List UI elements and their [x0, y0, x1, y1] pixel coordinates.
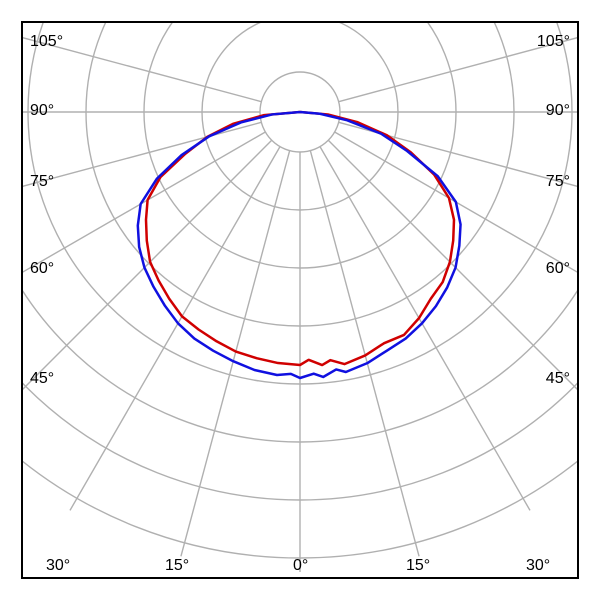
angle-label: 60° — [546, 260, 570, 277]
polar-chart-svg: 105° 90° 75° 60° 45° 30° 15° 0° 15° 30° 105° 90° 75°… — [0, 0, 600, 600]
angle-label: 0° — [293, 557, 308, 574]
angle-label: 75° — [546, 173, 570, 190]
angle-label: 105° — [30, 33, 63, 50]
angle-label: 30° — [46, 557, 70, 574]
angle-label: 60° — [30, 260, 54, 277]
angle-label: 90° — [30, 102, 54, 119]
angle-label: 105° — [537, 33, 570, 50]
angle-label: 45° — [30, 370, 54, 387]
angle-label: 30° — [526, 557, 550, 574]
angle-label: 15° — [406, 557, 430, 574]
angle-label: 75° — [30, 173, 54, 190]
polar-chart: 105° 90° 75° 60° 45° 30° 15° 0° 15° 30° 105° 90° 75°… — [0, 0, 600, 600]
angle-label: 15° — [165, 557, 189, 574]
angle-label: 90° — [546, 102, 570, 119]
angle-label: 45° — [546, 370, 570, 387]
